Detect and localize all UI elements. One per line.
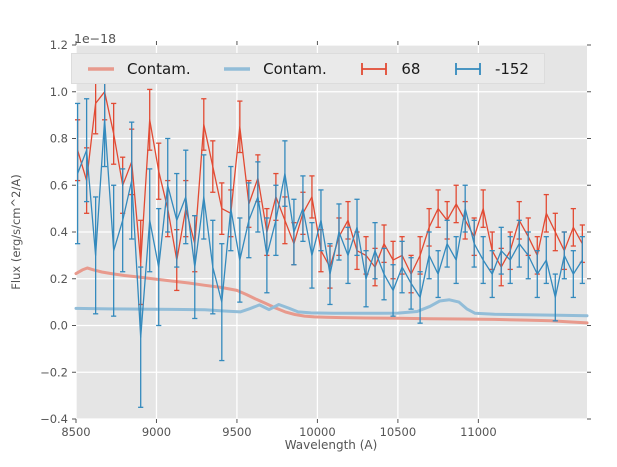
y-tick-labels: −0.4 −0.2 0.0 0.2 0.4 0.6 0.8 1.0 1.2 [40,38,68,426]
contam-red-line-swatch [87,65,115,73]
errorbar-red-swatch [359,60,389,78]
x-tick-labels: 8500 9000 9500 10000 10500 11000 [61,425,496,439]
y-tick-label: 0.4 [50,225,68,239]
x-tick-label: 8500 [61,425,90,439]
x-tick-label: 9500 [222,425,251,439]
y-axis-label: Flux (erg/s/cm^2/A) [9,174,23,290]
y-tick-label: 0.8 [50,132,68,146]
series-Contam. (blue) [74,298,589,318]
legend-label: Contam. [263,59,327,78]
legend-entry-contam-blue: Contam. [223,60,327,78]
legend-entry-contam-red: Contam. [87,60,191,78]
x-tick-label: 10000 [299,425,336,439]
y-tick-label: 1.2 [50,38,68,52]
y-tick-label: −0.4 [40,412,68,426]
x-axis-label: Wavelength (A) [284,438,378,452]
axis-ticks [72,41,591,423]
x-tick-label: 11000 [460,425,497,439]
series-Contam. (red) [74,266,589,325]
line--152 [76,119,583,338]
series--152 [75,72,585,408]
legend-entry--152: -152 [453,60,529,78]
contam-blue-line-swatch [223,65,251,73]
x-tick-label: 10500 [380,425,417,439]
x-tick-label: 9000 [142,425,171,439]
errorbar-blue-swatch [453,60,483,78]
legend: Contam. Contam. 68 [71,53,545,84]
y-tick-label: −0.2 [40,365,68,379]
y-tick-label: 0.0 [50,319,68,333]
y-tick-label: 0.6 [50,178,68,192]
legend-label: -152 [494,59,529,78]
y-tick-label: 1.0 [50,85,68,99]
line-Contam. (red) [74,266,589,325]
legend-label: Contam. [127,59,191,78]
legend-entry-68: 68 [359,60,420,78]
legend-label: 68 [401,59,421,78]
line-Contam. (blue) [74,298,589,318]
y-tick-label: 0.2 [50,272,68,286]
y-axis-offset-label: 1e−18 [74,31,117,46]
